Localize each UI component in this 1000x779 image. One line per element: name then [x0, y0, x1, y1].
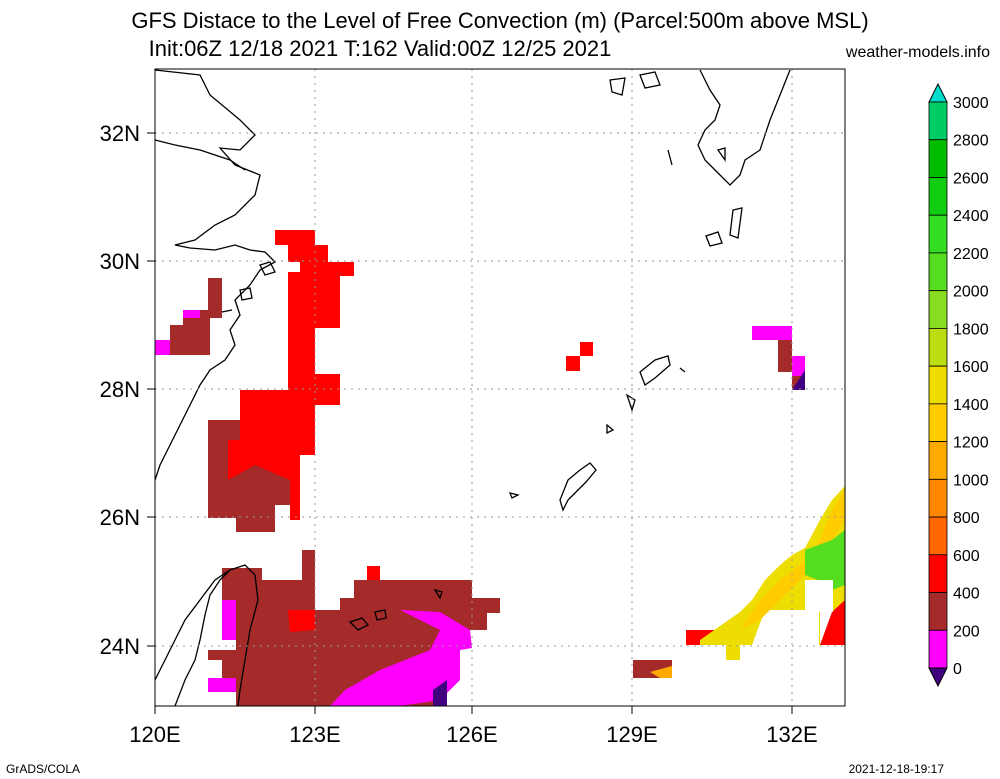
field-region-nw-magenta — [155, 340, 170, 355]
colorbar-segment — [928, 365, 948, 405]
colorbar: 3000280026002400220020001800160014001200… — [928, 82, 989, 688]
field-region-south-magenta — [330, 610, 472, 706]
coast-kyushu — [697, 69, 791, 186]
colorbar-segment — [928, 139, 948, 178]
lon-label: 129E — [606, 722, 657, 747]
lon-label: 126E — [446, 722, 497, 747]
colorbar-segment — [928, 252, 948, 292]
colorbar-bottom-arrow — [928, 667, 948, 688]
colorbar-label: 1200 — [953, 435, 989, 452]
convection-field — [155, 230, 845, 706]
coast-amami — [639, 355, 686, 387]
field-region-sw-magenta — [208, 678, 236, 692]
colorbar-label: 1600 — [953, 359, 989, 376]
colorbar-label: 1400 — [953, 397, 989, 414]
field-cell-red-2 — [566, 356, 580, 371]
field-region-se-orange — [650, 666, 672, 678]
lon-label: 120E — [129, 722, 180, 747]
coast-zhoushan — [221, 261, 276, 313]
colorbar-label: 2600 — [953, 170, 989, 187]
lat-label: 32N — [100, 121, 140, 146]
colorbar-label: 2200 — [953, 246, 989, 263]
colorbar-segment — [928, 478, 948, 518]
field-region-se-green — [805, 530, 845, 590]
grid-lines — [155, 69, 845, 706]
coast-changjiang-estuary — [155, 139, 246, 171]
field-region-ne-magenta — [752, 326, 805, 376]
colorbar-label: 200 — [953, 623, 980, 640]
field-region-south-purple — [433, 680, 447, 706]
colorbar-segment — [928, 403, 948, 443]
footer-timestamp: 2021-12-18-19:17 — [848, 762, 944, 776]
field-region-se-orange2 — [740, 490, 845, 630]
colorbar-label: 1000 — [953, 472, 989, 489]
colorbar-segment — [928, 327, 948, 367]
colorbar-label: 2400 — [953, 208, 989, 225]
tick-marks — [147, 132, 793, 714]
chart-subtitle: Init:06Z 12/18 2021 T:162 Valid:00Z 12/2… — [148, 36, 612, 61]
colorbar-segment — [928, 554, 948, 593]
lat-label: 28N — [100, 377, 140, 402]
field-region-south-red — [288, 610, 315, 632]
colorbar-label: 0 — [953, 661, 962, 678]
field-region-nw-magenta2 — [183, 310, 200, 318]
field-region-north-brown — [208, 420, 290, 532]
coast-okinawa — [508, 393, 636, 512]
lon-axis-labels: 120E 123E 126E 129E 132E — [129, 722, 817, 747]
site-watermark: weather-models.info — [845, 44, 990, 61]
colorbar-label: 3000 — [953, 95, 989, 112]
colorbar-segment — [928, 177, 948, 216]
field-region-north-red — [228, 230, 354, 520]
field-region-ne-purple — [792, 370, 805, 390]
coastlines — [155, 69, 791, 706]
colorbar-segment — [928, 214, 948, 254]
field-region-se-red2 — [820, 600, 845, 645]
lat-label: 24N — [100, 634, 140, 659]
colorbar-label: 2000 — [953, 284, 989, 301]
lon-label: 132E — [766, 722, 817, 747]
lon-label: 123E — [289, 722, 340, 747]
chart-title: GFS Distace to the Level of Free Convect… — [131, 8, 869, 33]
colorbar-segment — [928, 592, 948, 631]
field-region-south-red2 — [367, 566, 380, 580]
colorbar-segment — [928, 516, 948, 556]
footer-software: GrADS/COLA — [6, 762, 81, 776]
lat-label: 30N — [100, 249, 140, 274]
lat-axis-labels: 32N 30N 28N 26N 24N — [100, 121, 140, 659]
colorbar-label: 2800 — [953, 133, 989, 150]
coast-kyushu-islands — [609, 71, 743, 247]
colorbar-segment — [928, 101, 948, 141]
colorbar-label: 600 — [953, 548, 980, 565]
colorbar-label: 800 — [953, 510, 980, 527]
colorbar-label: 1800 — [953, 321, 989, 338]
field-gap-2 — [805, 580, 833, 612]
colorbar-label: 400 — [953, 586, 980, 603]
colorbar-top-arrow — [928, 82, 948, 103]
coast-taiwan — [174, 564, 259, 706]
field-region-south-magenta2 — [222, 600, 236, 640]
coast-china-south — [155, 569, 231, 681]
map-frame — [154, 68, 846, 707]
field-gap-1 — [779, 610, 819, 645]
colorbar-segment — [928, 629, 948, 669]
coast-china-mainland — [155, 69, 277, 481]
colorbar-segment — [928, 441, 948, 480]
field-cell-red-1 — [580, 342, 593, 356]
coast-sakishima — [348, 588, 443, 631]
lat-label: 26N — [100, 505, 140, 530]
colorbar-segment — [928, 290, 948, 329]
